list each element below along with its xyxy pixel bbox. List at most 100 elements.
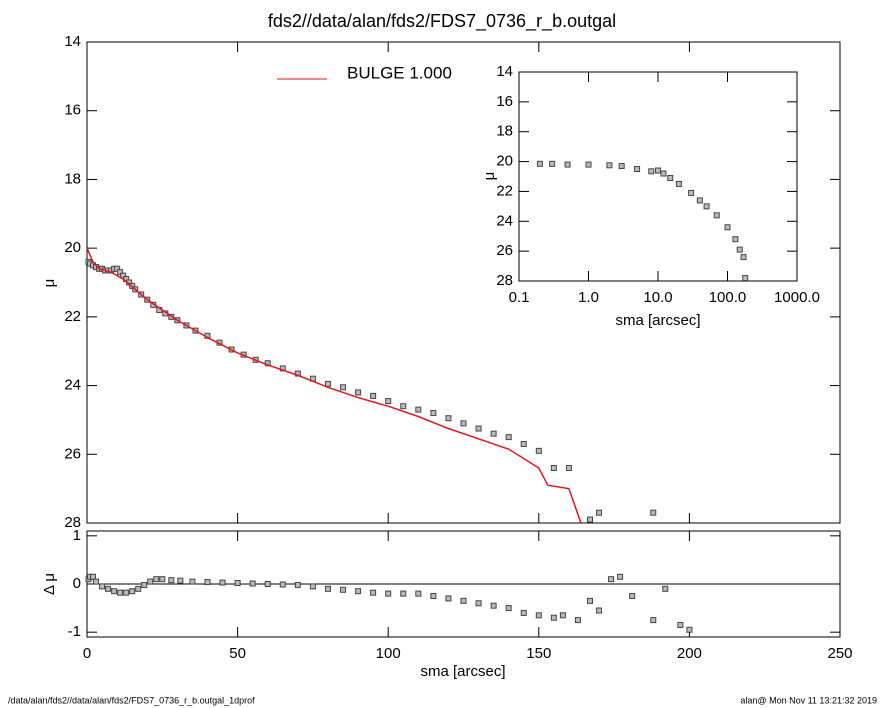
data-point: [120, 272, 127, 279]
data-point: [219, 579, 226, 586]
x-tick-label: 250: [827, 645, 852, 662]
data-point: [385, 590, 392, 597]
data-point: [90, 573, 97, 580]
y-tick-label: 16: [496, 93, 513, 110]
data-point: [324, 585, 331, 592]
x-tick-label: 10.0: [643, 289, 672, 306]
x-axis-label: sma [arcsec]: [420, 663, 505, 680]
y-tick-label: 28: [496, 272, 513, 289]
data-point: [564, 161, 571, 168]
data-point: [168, 577, 175, 584]
data-point: [355, 588, 362, 595]
inset-background: [479, 64, 805, 333]
x-tick-label: 0.1: [509, 289, 530, 306]
y-axis-label: μ: [41, 279, 58, 288]
data-point: [445, 595, 452, 602]
y-tick-label: 16: [64, 102, 81, 119]
data-point: [660, 170, 667, 177]
y-tick-label: 24: [64, 377, 81, 394]
data-point: [475, 425, 482, 432]
data-point: [559, 612, 566, 619]
data-point: [736, 246, 743, 253]
data-point: [520, 609, 527, 616]
y-tick-label: -1: [68, 623, 81, 640]
y-tick-label: 0: [73, 575, 81, 592]
data-point: [445, 415, 452, 422]
y-tick-label: 26: [496, 242, 513, 259]
y-tick-label: 26: [64, 445, 81, 462]
model-line: [86, 247, 582, 524]
x-tick-label: 0: [83, 645, 91, 662]
data-point: [141, 581, 148, 588]
data-point: [596, 607, 603, 614]
data-point: [667, 174, 674, 181]
data-point: [634, 166, 641, 173]
data-point: [596, 509, 603, 516]
data-point: [650, 617, 657, 624]
data-point: [400, 590, 407, 597]
y-tick-label: 22: [64, 308, 81, 325]
data-point: [608, 576, 615, 583]
data-point: [536, 160, 543, 167]
x-tick-label: 100: [376, 645, 401, 662]
data-point: [655, 167, 661, 174]
data-point: [340, 586, 347, 593]
data-point: [505, 434, 512, 441]
data-point: [309, 583, 316, 590]
data-point: [153, 576, 160, 583]
data-point: [114, 265, 121, 272]
data-point: [430, 410, 437, 417]
y-tick-label: 22: [496, 182, 513, 199]
data-point: [549, 160, 556, 167]
x-tick-label: 1.0: [578, 289, 599, 306]
data-point: [740, 254, 747, 261]
data-point: [675, 180, 682, 187]
data-point: [565, 465, 572, 472]
data-point: [662, 585, 669, 592]
data-point: [99, 583, 106, 590]
data-point: [505, 605, 512, 612]
data-point: [204, 579, 211, 586]
y-tick-label: 24: [496, 212, 513, 229]
data-point: [606, 162, 613, 169]
data-point: [147, 578, 154, 585]
data-point: [249, 580, 256, 587]
data-point: [111, 588, 118, 595]
plot-frame: [86, 41, 841, 524]
data-point: [574, 617, 581, 624]
data-point: [585, 161, 592, 168]
data-point: [713, 212, 720, 219]
data-point: [324, 380, 331, 387]
data-point: [355, 389, 362, 396]
x-tick-label: 1000.0: [774, 289, 820, 306]
data-point: [550, 614, 557, 621]
data-point: [587, 516, 594, 523]
data-point: [234, 580, 241, 587]
y-tick-label: 20: [496, 153, 513, 170]
x-tick-label: 150: [526, 645, 551, 662]
y-tick-label: 18: [496, 123, 513, 140]
data-point: [340, 384, 347, 391]
data-point: [400, 403, 407, 410]
data-point: [490, 430, 497, 437]
legend-label: BULGE 1.000: [347, 63, 452, 82]
data-point: [550, 465, 557, 472]
data-point: [264, 581, 271, 587]
data-point: [177, 577, 184, 584]
y-tick-label: 1: [73, 527, 81, 544]
data-point: [742, 275, 749, 282]
data-point: [135, 585, 142, 592]
data-point: [475, 600, 482, 607]
data-point: [703, 203, 710, 210]
data-point: [688, 189, 695, 196]
y-axis-label: Δ μ: [41, 573, 58, 595]
data-point: [117, 269, 124, 276]
footer-left: /data/alan/fds2//data/alan/fds2/FDS7_073…: [8, 695, 255, 705]
x-tick-label: 100.0: [709, 289, 747, 306]
data-point: [117, 589, 124, 596]
data-point: [520, 440, 527, 447]
data-point: [724, 224, 731, 231]
data-point: [294, 581, 301, 588]
data-point: [129, 588, 136, 595]
